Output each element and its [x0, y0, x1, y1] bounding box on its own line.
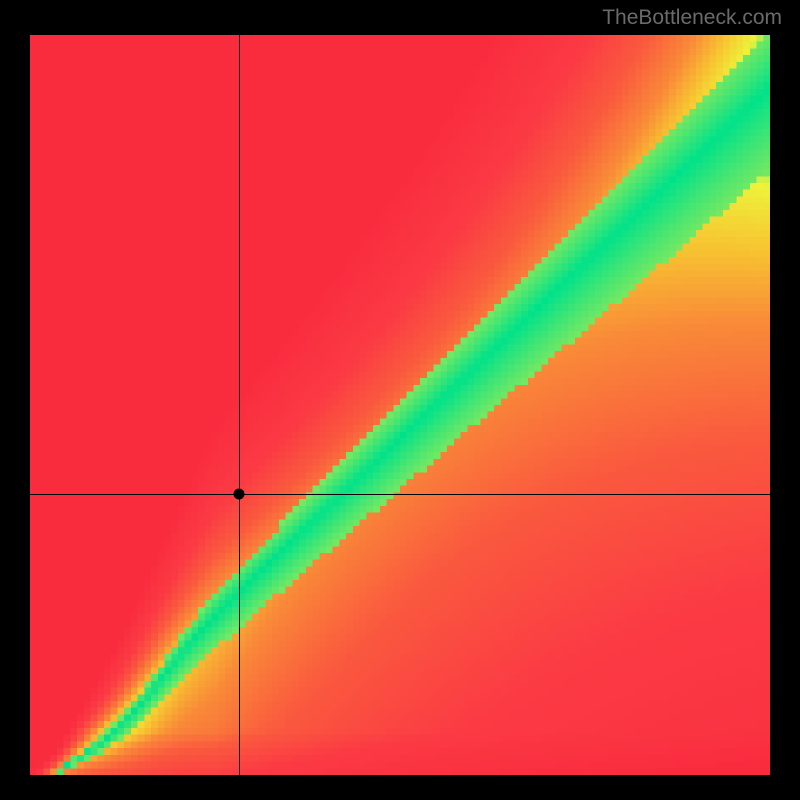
watermark-text: TheBottleneck.com	[602, 6, 782, 30]
plot-area	[30, 35, 770, 775]
crosshair-horizontal	[30, 494, 770, 495]
bottleneck-heatmap	[30, 35, 770, 775]
crosshair-vertical	[239, 35, 240, 775]
target-point-marker	[234, 488, 245, 499]
